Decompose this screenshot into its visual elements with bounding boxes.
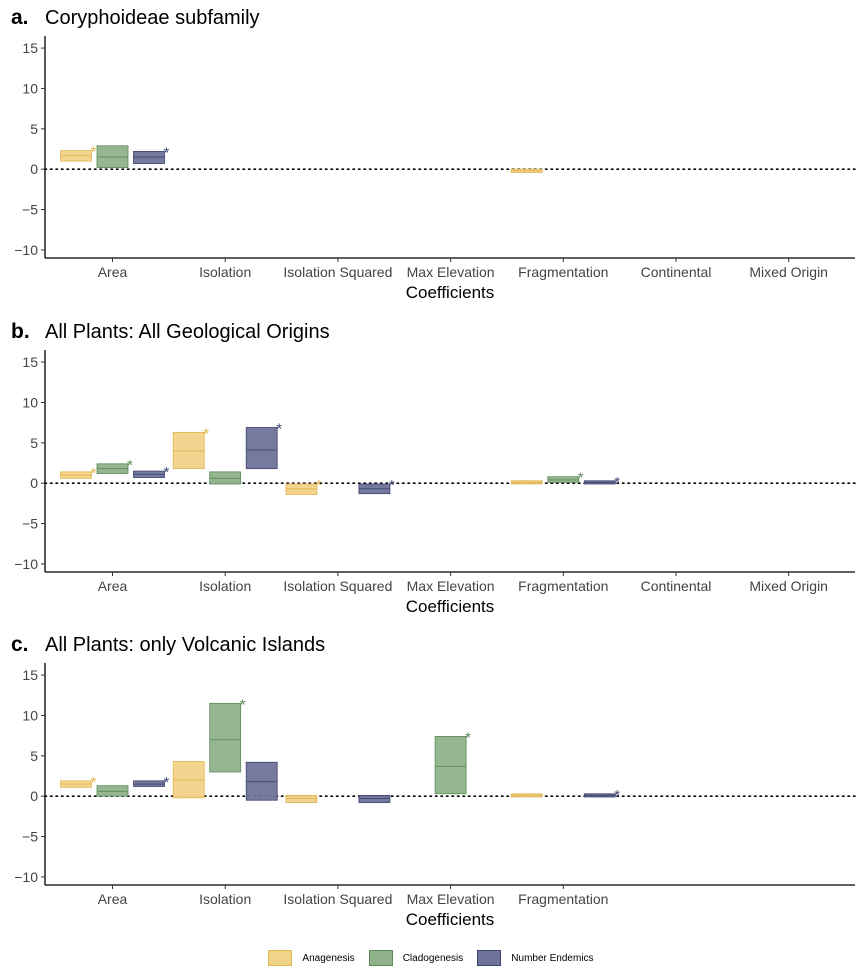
box-endemics-isolation [245, 427, 278, 470]
significance-star-endemics-area: * [164, 464, 170, 481]
panel-label: b. [11, 320, 30, 343]
significance-star-cladogenesis-max-elevation: * [465, 729, 471, 746]
x-tick-label-mixed-origin: Mixed Origin [749, 578, 828, 594]
y-tick-label: −10 [14, 556, 38, 572]
y-tick-label: 0 [30, 161, 38, 177]
x-tick-label-max-elevation: Max Elevation [407, 578, 495, 594]
significance-star-anagenesis-area: * [91, 465, 97, 482]
box-cladogenesis-isolation [209, 702, 242, 773]
legend-item-anagenesis: Anagenesis [268, 950, 355, 966]
x-tick-label-continental: Continental [641, 578, 712, 594]
chart-panel-c: c. All Plants: only Volcanic Islands −10 −5… [11, 633, 856, 929]
y-tick-label: −5 [22, 829, 38, 845]
legend-label-endemics: Number Endemics [511, 952, 594, 964]
significance-star-cladogenesis-isolation: * [240, 696, 246, 713]
significance-star-endemics-isolation: * [276, 420, 282, 437]
x-tick-label-isolation-squared: Isolation Squared [283, 578, 392, 594]
chart-title: All Plants: only Volcanic Islands [45, 634, 325, 656]
x-tick-label-max-elevation: Max Elevation [407, 264, 495, 280]
x-axis-title: Coefficients [406, 910, 495, 929]
y-tick-label: −10 [14, 869, 38, 885]
chart-title: Coryphoideae subfamily [45, 7, 260, 29]
legend-item-endemics: Number Endemics [477, 950, 594, 966]
x-tick-label-isolation: Isolation [199, 578, 251, 594]
y-tick-label: −5 [22, 202, 38, 218]
legend-item-cladogenesis: Cladogenesis [368, 950, 464, 966]
x-tick-label-isolation-squared: Isolation Squared [283, 891, 392, 907]
significance-star-endemics-fragmentation: * [614, 787, 620, 804]
x-tick-label-mixed-origin: Mixed Origin [749, 264, 828, 280]
y-tick-label: 5 [30, 748, 38, 764]
chart-title: All Plants: All Geological Origins [45, 321, 330, 343]
y-tick-label: 0 [30, 475, 38, 491]
x-tick-label-fragmentation: Fragmentation [518, 891, 608, 907]
legend-swatch-anagenesis [268, 950, 293, 966]
legend-label-anagenesis: Anagenesis [302, 952, 355, 964]
panel-label: c. [11, 633, 29, 656]
significance-star-anagenesis-area: * [91, 144, 97, 161]
x-tick-label-continental: Continental [641, 264, 712, 280]
significance-star-cladogenesis-fragmentation: * [578, 470, 584, 487]
y-tick-label: 10 [22, 707, 38, 723]
significance-star-anagenesis-isolation-squared: * [316, 477, 322, 494]
significance-star-anagenesis-isolation: * [203, 425, 209, 442]
significance-star-endemics-area: * [164, 774, 170, 791]
x-tick-label-area: Area [98, 578, 128, 594]
y-tick-label: 10 [22, 80, 38, 96]
significance-star-cladogenesis-area: * [127, 457, 133, 474]
significance-star-endemics-isolation-squared: * [389, 477, 395, 494]
significance-star-endemics-fragmentation: * [614, 474, 620, 491]
significance-star-endemics-area: * [164, 144, 170, 161]
box-cladogenesis-max-elevation [434, 736, 467, 795]
x-tick-label-isolation-squared: Isolation Squared [283, 264, 392, 280]
significance-star-anagenesis-area: * [91, 774, 97, 791]
x-tick-label-fragmentation: Fragmentation [518, 578, 608, 594]
y-tick-label: −10 [14, 242, 38, 258]
y-tick-label: 0 [30, 788, 38, 804]
y-tick-label: 5 [30, 121, 38, 137]
chart-panel-b: b. All Plants: All Geological Origins −10 −… [11, 320, 856, 616]
x-tick-label-fragmentation: Fragmentation [518, 264, 608, 280]
y-tick-label: 15 [22, 667, 38, 683]
y-tick-label: 15 [22, 40, 38, 56]
chart-panel-a: a. Coryphoideae subfamily −10 −5 0 5 10 15 Area I… [11, 6, 856, 302]
y-tick-label: 5 [30, 435, 38, 451]
y-tick-label: −5 [22, 516, 38, 532]
chart-legend: Anagenesis Cladogenesis Number Endemics [0, 950, 862, 974]
x-tick-label-isolation: Isolation [199, 891, 251, 907]
x-axis-title: Coefficients [406, 597, 495, 616]
legend-swatch-endemics [477, 950, 502, 966]
x-tick-label-max-elevation: Max Elevation [407, 891, 495, 907]
y-tick-label: 10 [22, 394, 38, 410]
panel-label: a. [11, 6, 29, 29]
y-tick-label: 15 [22, 354, 38, 370]
legend-label-cladogenesis: Cladogenesis [402, 952, 464, 964]
x-axis-title: Coefficients [406, 283, 495, 302]
x-tick-label-isolation: Isolation [199, 264, 251, 280]
x-tick-label-area: Area [98, 891, 128, 907]
legend-swatch-cladogenesis [368, 950, 393, 966]
x-tick-label-area: Area [98, 264, 128, 280]
